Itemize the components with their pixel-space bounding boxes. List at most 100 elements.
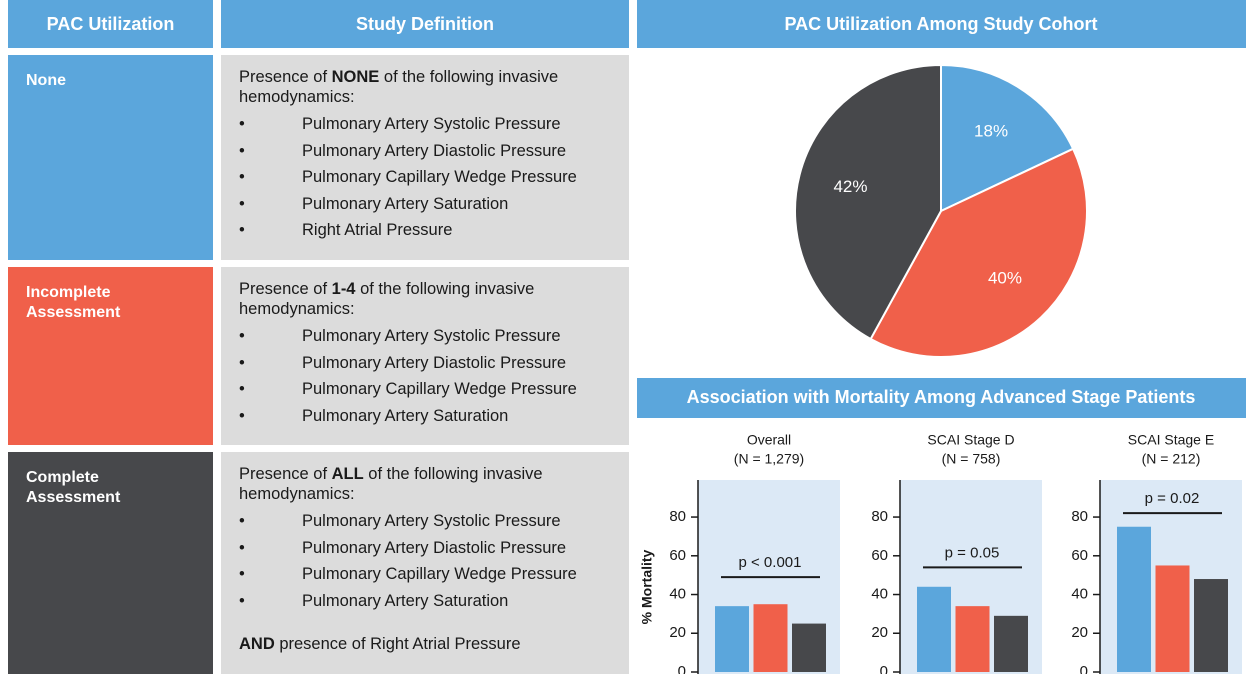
bar [917,586,951,672]
p-value: p = 0.05 [945,544,1000,561]
y-tick-label: 0 [880,663,888,674]
intro-text: of the following invasive hemodynamics: [239,280,535,318]
item-text: Pulmonary Capillary Wedge Pressure [302,565,577,584]
intro-text: of the following invasive hemodynamics: [239,68,559,106]
bar [753,604,788,672]
pie-slice [869,147,1088,358]
intro-text: NONE [331,68,380,86]
row-label: Complete Assessment [8,452,213,674]
y-tick-label: 80 [1071,508,1088,525]
bullet: • [239,115,245,134]
row-label: Incomplete Assessment [8,267,213,445]
list-item: • Pulmonary Capillary Wedge Pressure [239,561,611,588]
chart-title: PAC Utilization Among Study Cohort [785,14,1098,34]
chart-title: SCAI Stage E [1128,432,1214,448]
item-text: Pulmonary Artery Systolic Pressure [302,115,561,134]
bar [792,623,826,672]
intro: Presence of NONE of the following invasi… [239,67,599,107]
footer: AND presence of Right Atrial Pressure [239,634,611,654]
intro-text: 1-4 [331,280,356,298]
item-text: Pulmonary Artery Saturation [302,194,509,213]
bullet: • [239,353,245,372]
pie-slice [794,63,942,341]
item-text: Pulmonary Artery Diastolic Pressure [302,538,567,557]
bullet: • [239,168,245,187]
item-text: Pulmonary Artery Saturation [302,406,509,425]
item-text: Pulmonary Capillary Wedge Pressure [302,380,577,399]
chart-subtitle: (N = 758) [942,451,1001,467]
y-tick-label: 80 [871,508,888,525]
intro-text: ALL [331,465,364,483]
bar [994,615,1028,672]
bar [1155,565,1190,672]
intro: Presence of 1-4 of the following invasiv… [239,279,599,319]
footer-text: presence of Right Atrial Pressure [274,635,521,653]
header-cell: Study Definition [221,0,629,48]
header-bg [637,378,1246,418]
row-label: None [8,55,213,260]
charts: Association with Mortality Among Advance… [637,0,1246,674]
item-text: Pulmonary Artery Diastolic Pressure [302,353,567,372]
bullet: • [239,406,245,425]
list-item: • Pulmonary Artery Diastolic Pressure [239,535,611,562]
bar [1117,526,1151,672]
chart-title: SCAI Stage D [927,432,1014,448]
list-item: • Pulmonary Artery Saturation [239,403,611,430]
footer-text: AND [239,635,275,653]
bullet: • [239,538,245,557]
bullet: • [239,141,245,160]
item-text: Pulmonary Artery Systolic Pressure [302,327,561,346]
y-tick-label: 40 [669,585,686,602]
list-item: • Pulmonary Capillary Wedge Pressure [239,376,611,403]
bar [955,606,990,672]
intro: Presence of ALL of the following invasiv… [239,464,599,504]
y-tick-label: 40 [871,585,888,602]
intro-text: Presence of [239,68,332,86]
y-tick-label: 60 [1071,547,1088,564]
bullet: • [239,591,245,610]
definition: Presence of ALL of the following invasiv… [221,452,629,674]
bullet: • [239,565,245,584]
item-text: Pulmonary Artery Saturation [302,591,509,610]
y-tick-label: 20 [1071,624,1088,641]
chart-subtitle: (N = 212) [1142,451,1201,467]
header-bg [637,0,1246,48]
list-item: • Pulmonary Capillary Wedge Pressure [239,164,611,191]
p-value: p = 0.02 [1145,490,1200,507]
pie-slice [940,63,1075,213]
list-item: • Pulmonary Artery Saturation [239,588,611,615]
y-tick-label: 20 [669,624,686,641]
y-tick-label: 40 [1071,585,1088,602]
definition: Presence of 1-4 of the following invasiv… [221,267,629,445]
intro-text: of the following invasive hemodynamics: [239,465,543,503]
bullet: • [239,512,245,531]
list-item: • Pulmonary Artery Saturation [239,191,611,218]
y-tick-label: 80 [669,508,686,525]
y-tick-label: 20 [871,624,888,641]
y-tick-label: 0 [678,663,686,674]
list-item: • Pulmonary Artery Diastolic Pressure [239,350,611,377]
list-item: • Right Atrial Pressure [239,217,611,244]
slice-label: 42% [833,177,867,196]
y-axis-label: % Mortality [639,549,655,624]
slice-label: 40% [988,269,1022,288]
header-cell: PAC Utilization [8,0,213,48]
y-tick-label: 60 [871,547,888,564]
bullet: • [239,221,245,240]
definition: Presence of NONE of the following invasi… [221,55,629,260]
intro-text: Presence of [239,280,332,298]
bar [715,606,749,672]
list-item: • Pulmonary Artery Diastolic Pressure [239,138,611,165]
bullet: • [239,380,245,399]
intro-text: Presence of [239,465,332,483]
item-text: Right Atrial Pressure [302,221,453,240]
y-tick-label: 60 [669,547,686,564]
section-title: Association with Mortality Among Advance… [687,387,1196,407]
item-text: Pulmonary Capillary Wedge Pressure [302,168,577,187]
item-text: Pulmonary Artery Diastolic Pressure [302,141,567,160]
bullet: • [239,194,245,213]
list-item: • Pulmonary Artery Systolic Pressure [239,508,611,535]
slice-label: 18% [974,122,1008,141]
item-text: Pulmonary Artery Systolic Pressure [302,512,561,531]
bullet: • [239,327,245,346]
